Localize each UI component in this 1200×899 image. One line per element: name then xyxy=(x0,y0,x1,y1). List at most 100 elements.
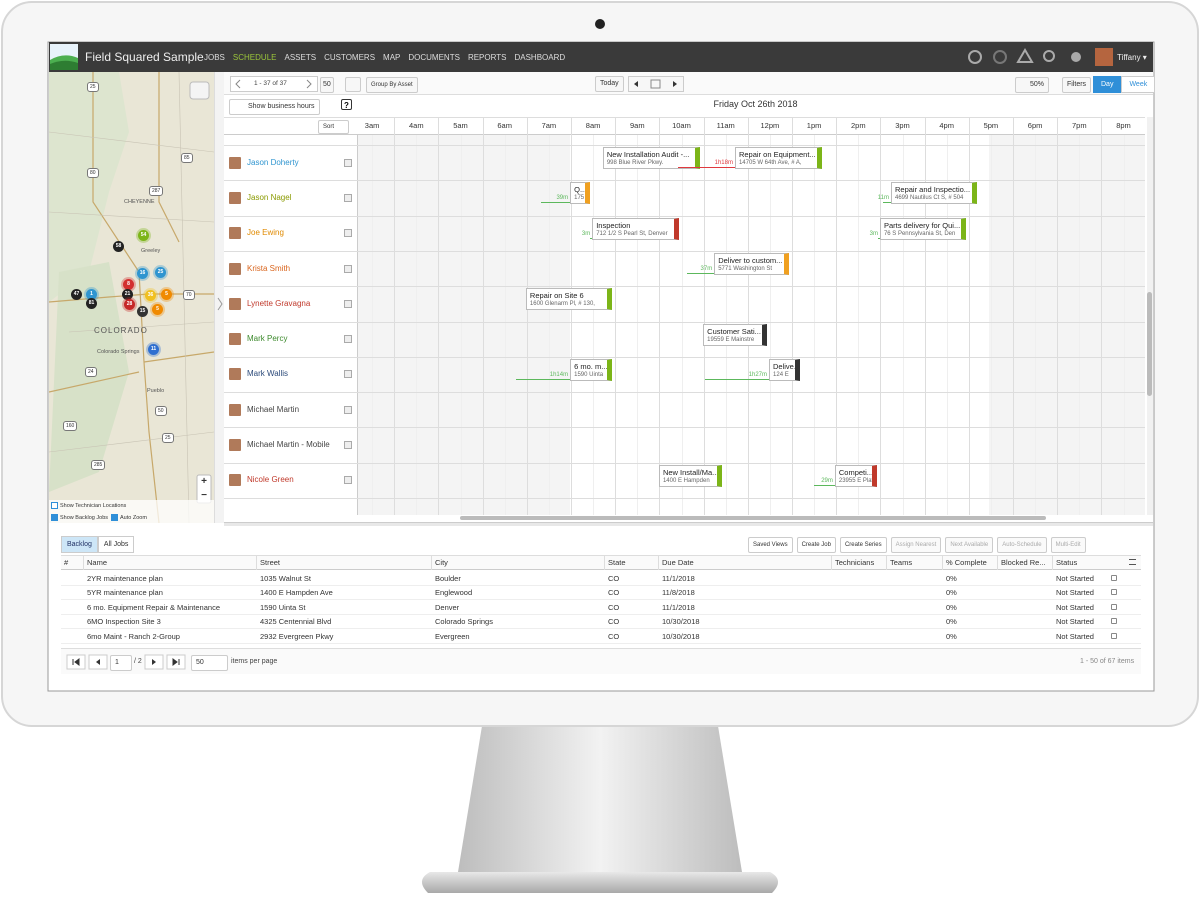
job-card[interactable]: Repair and Inspectio... 4699 Nautilus Ct … xyxy=(891,182,978,205)
tech-name[interactable]: Jason Nagel xyxy=(247,192,292,202)
job-card[interactable]: Delive... 124 E xyxy=(769,358,800,381)
tech-calendar-icon[interactable] xyxy=(344,476,352,485)
map-cluster[interactable]: 21 xyxy=(122,289,133,300)
action-button[interactable]: Auto-Schedule xyxy=(997,537,1047,553)
map-cluster[interactable]: 15 xyxy=(137,306,148,317)
sort-button[interactable]: Sort xyxy=(318,120,350,134)
filters-button[interactable]: Filters xyxy=(1062,77,1092,93)
tech-calendar-icon[interactable] xyxy=(344,158,352,167)
map-cluster[interactable]: 28 xyxy=(124,299,135,310)
tech-name[interactable]: Michael Martin xyxy=(247,404,300,414)
zoom-select[interactable]: 50% xyxy=(1015,77,1050,93)
job-card[interactable]: Competi... 23955 E Plat xyxy=(834,464,877,487)
job-card[interactable]: Customer Sati... 19559 E Mainstre xyxy=(703,323,767,346)
nav-item[interactable]: DOCUMENTS xyxy=(408,53,460,62)
prev-day[interactable] xyxy=(634,81,638,87)
tech-name[interactable]: Lynette Gravagna xyxy=(247,298,311,308)
map-cluster[interactable]: 36 xyxy=(145,290,156,301)
map-cluster[interactable]: 1 xyxy=(86,289,97,300)
job-card[interactable]: Repair on Equipment... 14705 W 64th Ave, … xyxy=(734,147,823,169)
tech-name[interactable]: Joe Ewing xyxy=(247,228,284,238)
icon-refresh[interactable] xyxy=(993,50,1007,64)
column-header[interactable]: Due Date xyxy=(662,558,694,567)
job-card[interactable]: Parts delivery for Qui... 76 S Pennsylvan… xyxy=(879,217,967,240)
tech-name[interactable]: Mark Wallis xyxy=(247,369,289,379)
row-action-icon[interactable] xyxy=(1111,618,1117,625)
calendar[interactable] xyxy=(650,79,661,89)
action-button[interactable]: Next Available xyxy=(945,537,994,553)
row-action-icon[interactable] xyxy=(1111,589,1117,596)
icon-search[interactable] xyxy=(1043,50,1055,62)
tab[interactable]: All Jobs xyxy=(97,536,135,553)
map-cluster[interactable]: 58 xyxy=(113,241,124,252)
page-input[interactable]: 1 xyxy=(110,655,132,671)
job-card[interactable]: Deliver to custom... 5771 Washington St xyxy=(714,252,789,275)
row-action-icon[interactable] xyxy=(1111,632,1117,639)
prev-page[interactable] xyxy=(96,659,100,665)
today-button[interactable]: Today xyxy=(595,76,624,92)
user-menu[interactable]: Tiffany ▾ xyxy=(1117,53,1147,62)
icon-settings[interactable] xyxy=(1071,52,1081,62)
column-header[interactable]: Status xyxy=(1056,558,1078,567)
checkbox[interactable] xyxy=(51,514,58,521)
nav-item[interactable]: DASHBOARD xyxy=(514,53,566,62)
layers-button[interactable] xyxy=(189,81,210,100)
icon-recycle[interactable] xyxy=(1016,48,1034,63)
map-option[interactable]: Auto Zoom xyxy=(111,514,147,521)
column-header[interactable]: State xyxy=(608,558,626,567)
zoom-button[interactable]: + xyxy=(201,476,207,487)
map-cluster[interactable]: 16 xyxy=(137,268,148,279)
job-card[interactable]: 6 mo. m... 1590 Uinta xyxy=(570,358,613,381)
column-header[interactable]: # xyxy=(64,558,69,567)
map-option[interactable]: Show Technician Locations xyxy=(51,502,126,509)
nav-item[interactable]: REPORTS xyxy=(467,53,507,62)
tech-name[interactable]: Mark Percy xyxy=(247,334,288,344)
column-header[interactable]: Teams xyxy=(890,558,913,567)
next-page[interactable] xyxy=(152,659,156,665)
group-by[interactable]: Group By Asset xyxy=(366,77,418,93)
map-cluster[interactable]: 81 xyxy=(86,298,97,309)
view-button[interactable]: Week xyxy=(1121,76,1156,93)
map-cluster[interactable]: 54 xyxy=(138,230,149,241)
checkbox[interactable] xyxy=(111,514,118,521)
tech-calendar-icon[interactable] xyxy=(344,405,352,414)
zoom-button[interactable]: − xyxy=(201,490,207,501)
nav-item[interactable]: ASSETS xyxy=(284,53,317,62)
job-card[interactable]: Q... 175 xyxy=(570,182,590,205)
map-option[interactable]: Show Backlog Jobs xyxy=(51,514,108,521)
action-button[interactable]: Assign Nearest xyxy=(890,537,942,553)
tech-calendar-icon[interactable] xyxy=(344,370,352,379)
action-button[interactable]: Multi-Edit xyxy=(1050,537,1086,553)
map-cluster[interactable]: 5 xyxy=(152,304,163,315)
v-scrollbar[interactable] xyxy=(1147,292,1152,396)
job-card[interactable]: New Install/Ma... 1400 E Hampden xyxy=(658,464,723,487)
action-button[interactable]: Create Job xyxy=(796,537,836,553)
business-hours-toggle[interactable]: Show business hours xyxy=(229,99,320,115)
checkbox[interactable] xyxy=(51,502,58,509)
tech-calendar-icon[interactable] xyxy=(344,193,352,202)
job-card[interactable]: Inspection 712 1/2 S Pearl St, Denver xyxy=(592,217,679,240)
icon-help[interactable] xyxy=(968,50,982,64)
action-button[interactable]: Saved Views xyxy=(748,537,793,553)
map[interactable] xyxy=(49,72,214,523)
column-header[interactable]: Blocked Re... xyxy=(1001,558,1046,567)
tech-calendar-icon[interactable] xyxy=(344,264,352,273)
map-cluster[interactable]: 11 xyxy=(148,344,159,355)
column-header[interactable]: Technicians xyxy=(835,558,875,567)
job-card[interactable]: Repair on Site 6 1600 Glenarm Pl, # 130, xyxy=(525,288,613,311)
nav-item[interactable]: MAP xyxy=(383,53,401,62)
column-header[interactable]: % Complete xyxy=(946,558,987,567)
logo[interactable] xyxy=(50,44,78,70)
column-header[interactable]: Street xyxy=(260,558,281,567)
next[interactable] xyxy=(306,79,312,89)
row-action-icon[interactable] xyxy=(1111,603,1117,610)
view-button[interactable]: Day xyxy=(1093,76,1122,93)
h-scrollbar[interactable] xyxy=(460,516,1046,520)
column-header[interactable]: City xyxy=(435,558,448,567)
job-card[interactable]: New Installation Audit -... 998 Blue Rive… xyxy=(602,147,701,169)
page-size-select[interactable]: 50 xyxy=(191,655,228,671)
row-action-icon[interactable] xyxy=(1111,575,1117,581)
map-cluster[interactable]: 5 xyxy=(161,289,172,300)
tech-name[interactable]: Michael Martin - Mobile xyxy=(247,440,330,450)
nav-item[interactable]: JOBS xyxy=(204,53,225,62)
